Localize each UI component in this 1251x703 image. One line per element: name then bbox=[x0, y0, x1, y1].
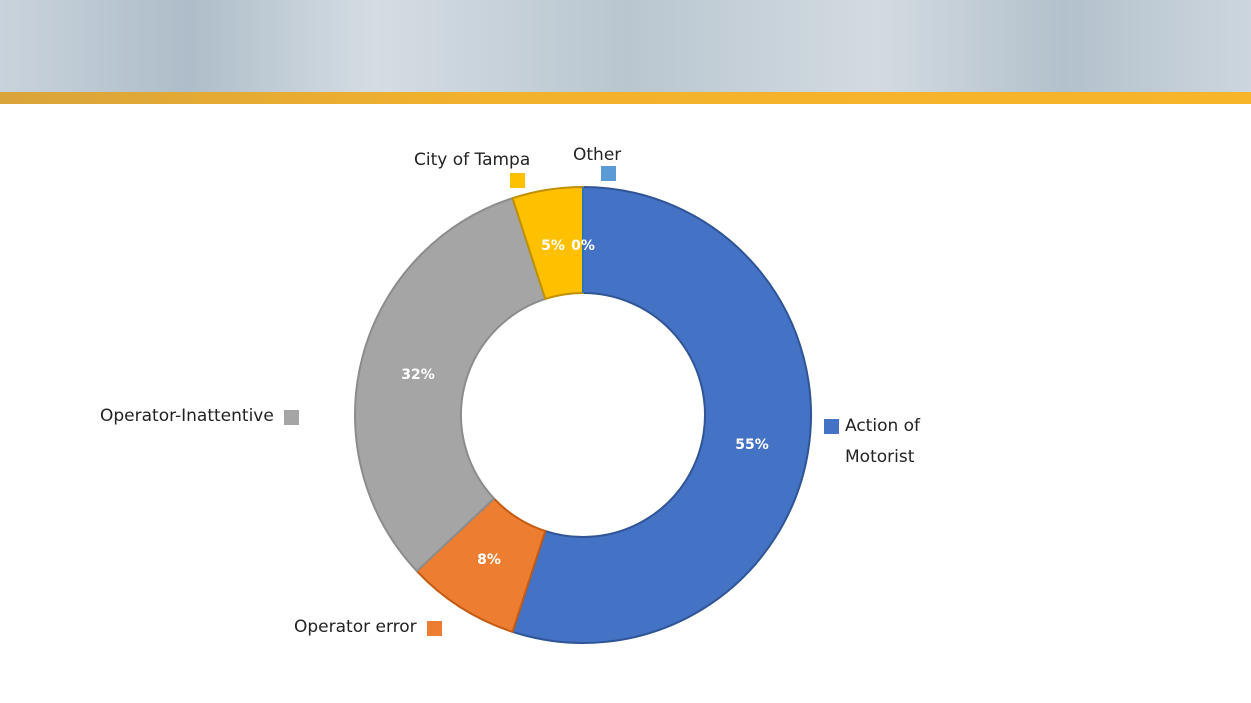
category-text: Operator-Inattentive bbox=[100, 401, 274, 432]
category-text: Action of Motorist bbox=[845, 411, 945, 473]
category-label: Other bbox=[573, 140, 616, 181]
data-label: 55% bbox=[735, 437, 769, 453]
legend-swatch bbox=[510, 173, 525, 188]
data-label: 8% bbox=[477, 552, 501, 568]
data-label: 0% bbox=[571, 238, 595, 254]
category-label: Action of Motorist bbox=[824, 411, 945, 473]
category-text: City of Tampa bbox=[414, 145, 530, 176]
category-label: City of Tampa bbox=[414, 145, 525, 188]
legend-swatch bbox=[601, 166, 616, 181]
category-label: Operator-Inattentive bbox=[100, 401, 299, 432]
data-label: 5% bbox=[541, 238, 565, 254]
donut-slice bbox=[355, 198, 545, 571]
data-label: 32% bbox=[401, 367, 435, 383]
donut-chart: 55% 8% 32% 5% 0% bbox=[0, 0, 1251, 703]
slide: 55%8%32%5%0% (() => { const data = JSON.… bbox=[0, 0, 1251, 703]
category-label: Operator error bbox=[294, 612, 442, 643]
legend-swatch bbox=[427, 621, 442, 636]
legend-swatch bbox=[824, 419, 839, 434]
category-text: Operator error bbox=[294, 612, 417, 643]
legend-swatch bbox=[284, 410, 299, 425]
